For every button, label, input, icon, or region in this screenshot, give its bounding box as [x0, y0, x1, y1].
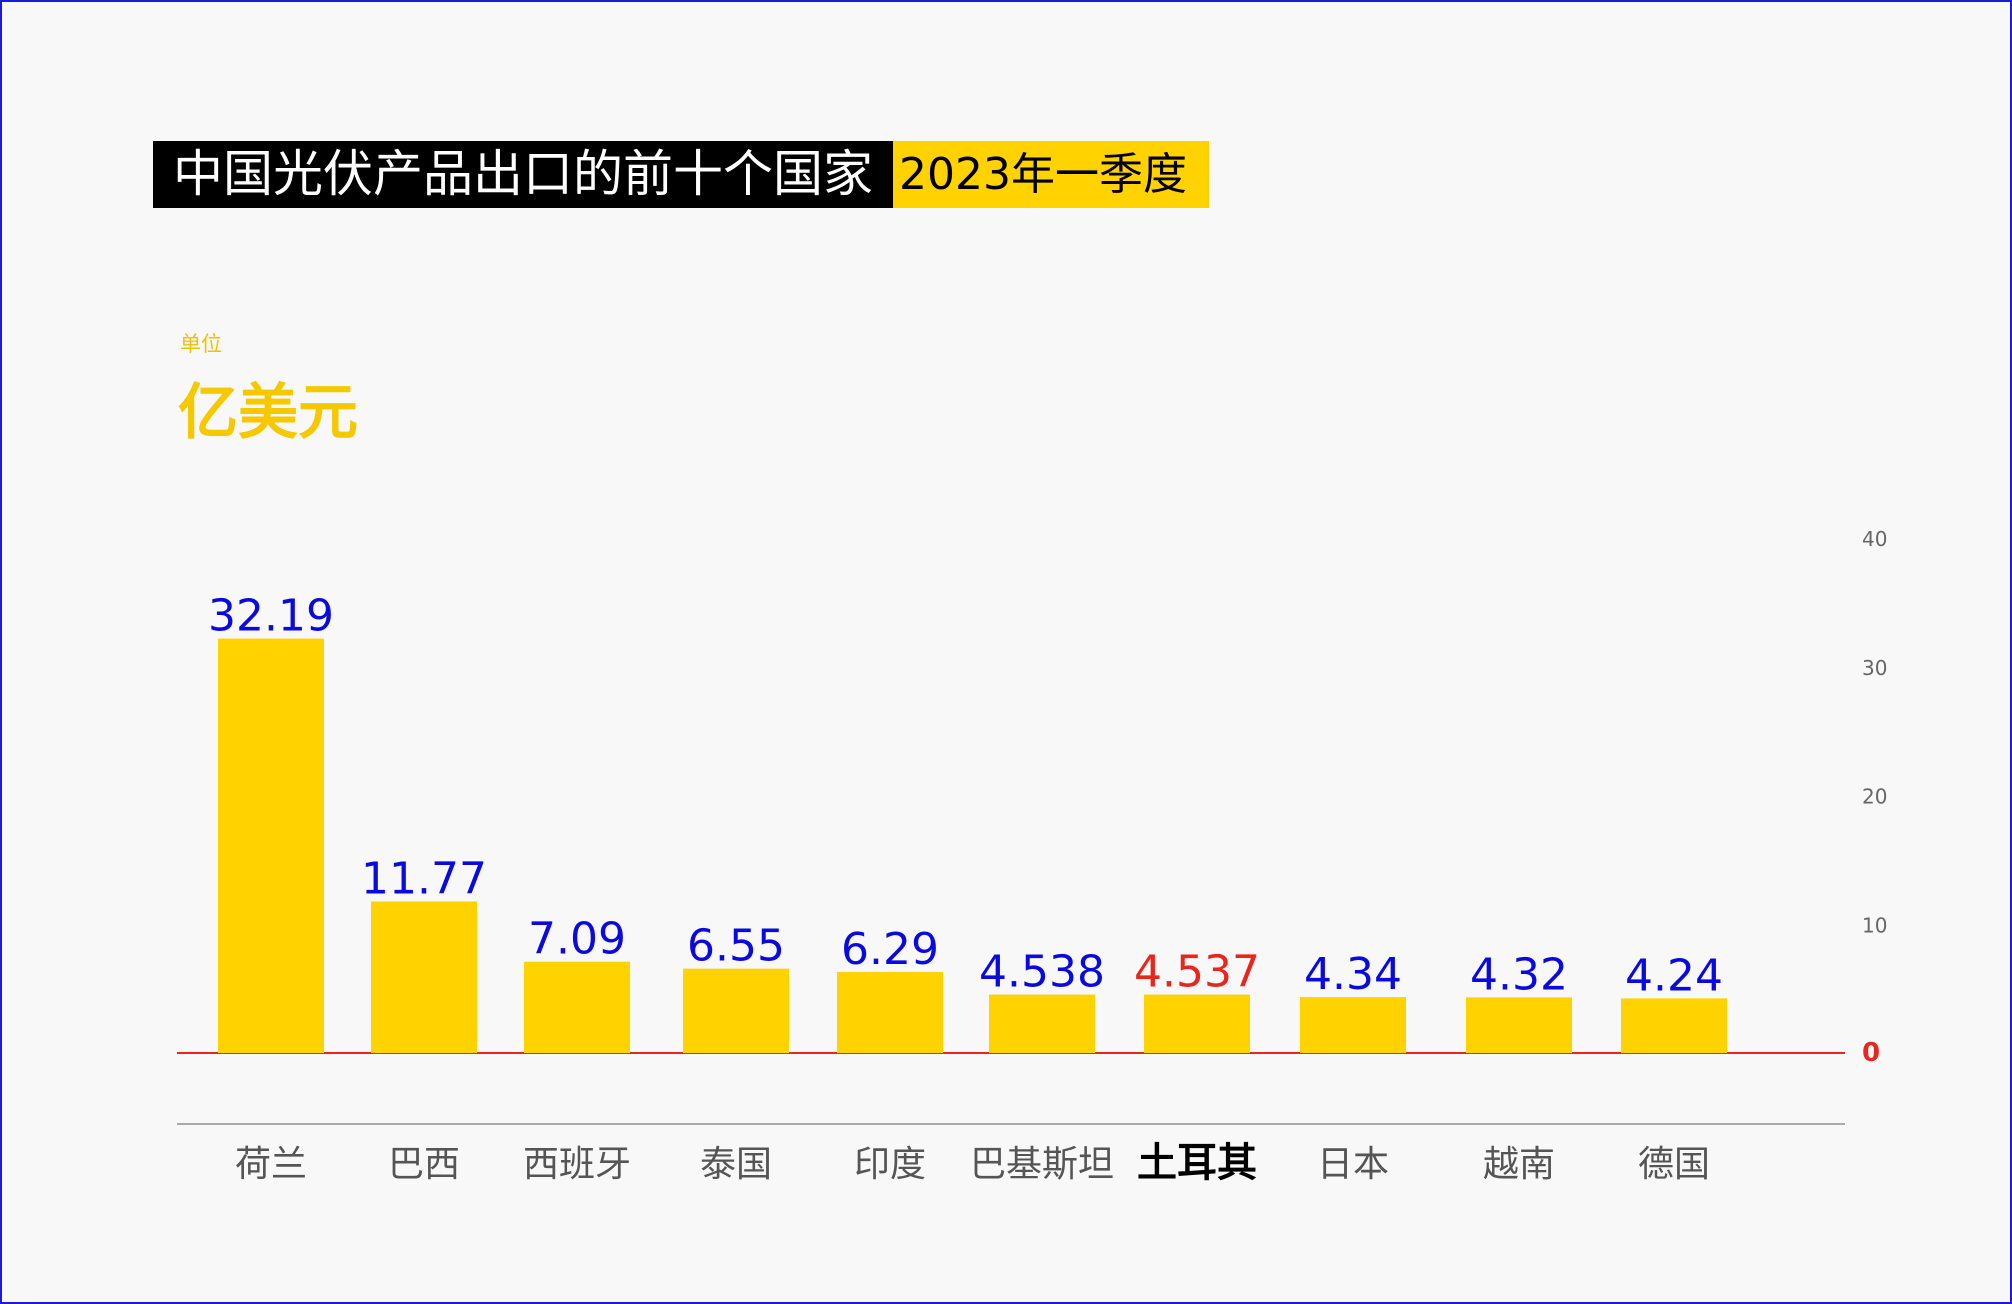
data-label: 6.29	[841, 924, 939, 975]
data-label: 6.55	[687, 921, 785, 972]
category-label: 越南	[1483, 1144, 1555, 1185]
category-label: 印度	[854, 1144, 926, 1185]
y-tick-label: 40	[1862, 527, 1887, 551]
data-label: 4.34	[1304, 949, 1402, 1000]
data-label: 4.537	[1134, 947, 1260, 998]
category-label: 巴西	[388, 1144, 460, 1185]
bar	[218, 638, 324, 1053]
category-label: 西班牙	[523, 1144, 631, 1185]
bar	[837, 972, 943, 1053]
y-tick-label: 0	[1862, 1038, 1880, 1068]
chart-subtitle: 2023年一季度	[893, 141, 1209, 208]
bar	[524, 961, 630, 1053]
data-label: 4.32	[1470, 949, 1568, 1000]
bar	[1621, 998, 1727, 1053]
category-label: 泰国	[700, 1144, 772, 1185]
title-block: 中国光伏产品出口的前十个国家 2023年一季度	[153, 141, 1209, 208]
bar	[1144, 994, 1250, 1053]
category-label: 土耳其	[1137, 1140, 1257, 1186]
bar	[1300, 997, 1406, 1053]
data-label: 4.538	[979, 947, 1105, 998]
data-label: 4.24	[1625, 950, 1723, 1001]
category-label: 德国	[1638, 1144, 1710, 1185]
bar	[989, 994, 1095, 1053]
unit-label: 亿美元	[178, 378, 358, 448]
category-label: 荷兰	[235, 1144, 307, 1185]
y-tick-label: 20	[1862, 785, 1887, 809]
y-tick-label: 10	[1862, 913, 1887, 937]
category-label: 巴基斯坦	[970, 1144, 1114, 1185]
data-label: 7.09	[528, 914, 626, 965]
data-label: 32.19	[208, 591, 334, 642]
y-tick-label: 30	[1862, 656, 1887, 680]
bar	[371, 901, 477, 1053]
data-label: 11.77	[361, 853, 487, 904]
category-label: 日本	[1317, 1144, 1389, 1185]
chart-title: 中国光伏产品出口的前十个国家	[153, 141, 893, 208]
bar	[1466, 997, 1572, 1053]
bar	[683, 968, 789, 1053]
unit-caption: 单位	[180, 332, 222, 356]
